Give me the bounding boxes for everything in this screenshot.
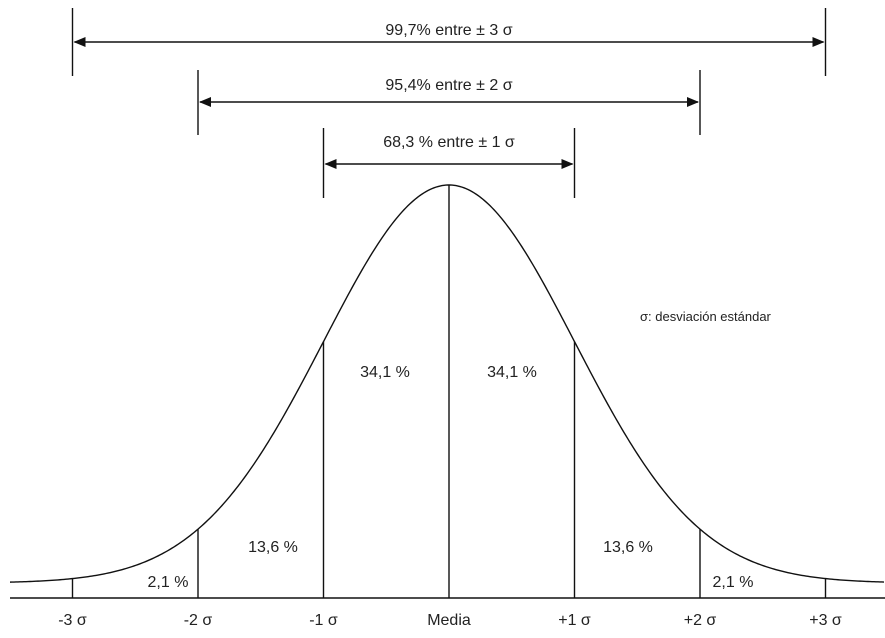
region-label-left-1: 34,1 %: [360, 364, 410, 381]
sigma-legend-note: σ: desviación estándar: [640, 309, 772, 324]
bell-curve: [9, 184, 885, 583]
region-label-right-tail: 2,1 %: [713, 574, 754, 591]
axis-tick-plus-3-sigma: +3 σ: [809, 612, 842, 629]
region-label-right-1: 34,1 %: [487, 364, 537, 381]
axis-tick-minus-3-sigma: -3 σ: [58, 612, 87, 629]
range-2-sigma: 95,4% entre ± 2 σ: [197, 70, 701, 135]
range-1-sigma: 68,3 % entre ± 1 σ: [322, 128, 576, 198]
sigma-lines: [71, 185, 827, 598]
axis-tick-mean: Media: [427, 612, 471, 629]
axis-tick-minus-2-sigma: -2 σ: [184, 612, 213, 629]
range-label-2-sigma: 95,4% entre ± 2 σ: [385, 77, 512, 94]
range-label-1-sigma: 68,3 % entre ± 1 σ: [383, 134, 515, 151]
range-label-3-sigma: 99,7% entre ± 3 σ: [385, 22, 512, 39]
axis-tick-minus-1-sigma: -1 σ: [309, 612, 338, 629]
axis-tick-plus-2-sigma: +2 σ: [684, 612, 717, 629]
region-label-right-2: 13,6 %: [603, 539, 653, 556]
region-label-left-2: 13,6 %: [248, 539, 298, 556]
region-label-left-tail: 2,1 %: [148, 574, 189, 591]
range-3-sigma: 99,7% entre ± 3 σ: [71, 8, 827, 76]
axis-tick-plus-1-sigma: +1 σ: [558, 612, 591, 629]
